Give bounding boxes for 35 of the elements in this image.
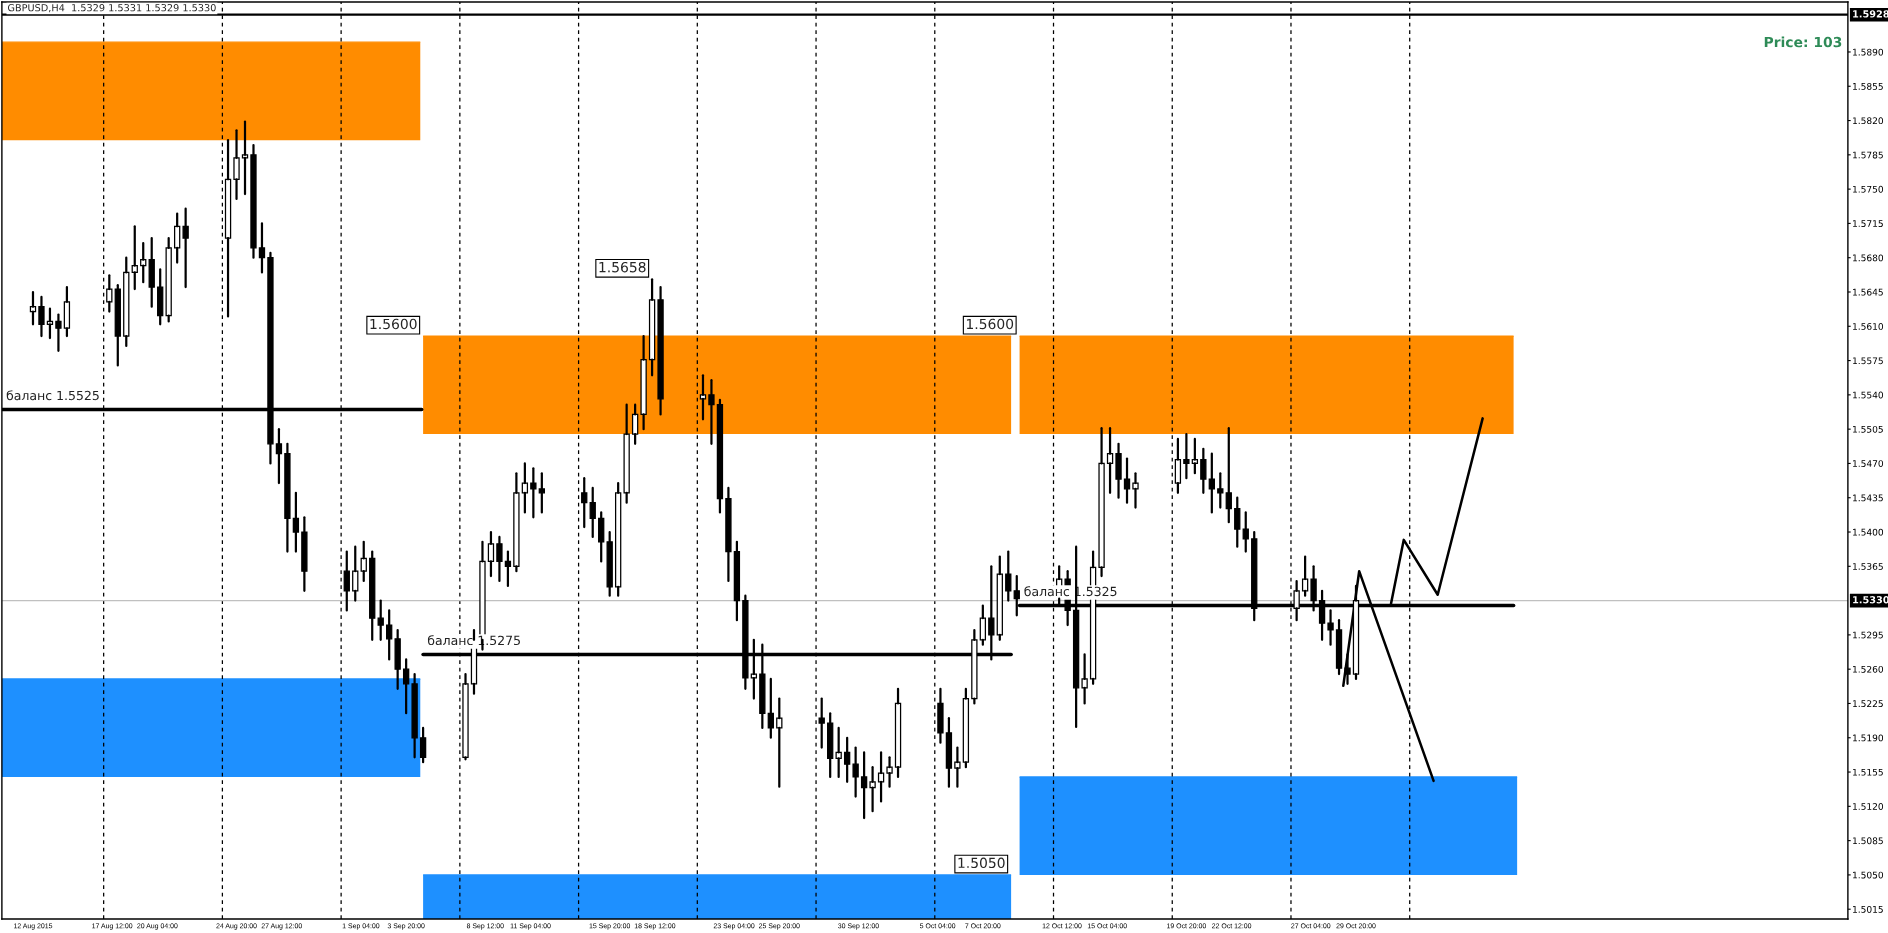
annotation: 1.5600	[966, 318, 1014, 330]
y-tick-label: 1.5365	[1853, 563, 1883, 570]
y-tick-label: 1.5505	[1853, 425, 1883, 433]
y-tick-label: 1.5470	[1853, 460, 1884, 467]
y-tick-label: 1.5400	[1853, 528, 1884, 536]
y-tick-label: 1.5260	[1853, 665, 1884, 673]
y-tick-label: 1.5855	[1853, 82, 1883, 90]
y-tick-label: 1.5680	[1853, 254, 1884, 262]
ref-line-label: 1.5928	[1853, 10, 1888, 18]
series-label: баланс 1.5325	[1024, 586, 1117, 597]
annotation: Price: 103	[1764, 36, 1842, 48]
y-tick-label: 1.5120	[1853, 803, 1884, 810]
y-tick-label: 1.5155	[1853, 768, 1883, 776]
y-tick-label: 1.5715	[1853, 220, 1883, 227]
y-tick-label: 1.5225	[1853, 700, 1883, 708]
y-tick-label: 1.5540	[1853, 391, 1884, 399]
annotation: 1.5658	[599, 261, 646, 273]
y-tick-label: 1.5820	[1853, 117, 1884, 125]
y-tick-label: 1.5610	[1853, 323, 1884, 330]
series-label: баланс 1.5275	[427, 635, 520, 646]
chart-title: GBPUSD,H4 1.5329 1.5331 1.5329 1.5330	[7, 4, 216, 13]
y-tick-label: 1.5015	[1853, 905, 1883, 913]
annotation: 1.5600	[370, 318, 417, 330]
y-tick-label: 1.5785	[1853, 151, 1883, 159]
y-tick-label: 1.5295	[1853, 631, 1883, 639]
y-tick-label: 1.5575	[1853, 357, 1883, 365]
y-tick-label: 1.5190	[1853, 734, 1884, 742]
y-tick-label: 1.5645	[1853, 288, 1883, 296]
y-tick-label: 1.5050	[1853, 871, 1884, 879]
y-tick-label: 1.5085	[1853, 837, 1883, 845]
y-tick-label: 1.5890	[1853, 48, 1884, 56]
y-tick-label: 1.5750	[1853, 185, 1884, 193]
series-label: баланс 1.5525	[6, 390, 99, 401]
y-tick-label: 1.5435	[1853, 494, 1883, 502]
annotation: 1.5050	[958, 857, 1005, 869]
